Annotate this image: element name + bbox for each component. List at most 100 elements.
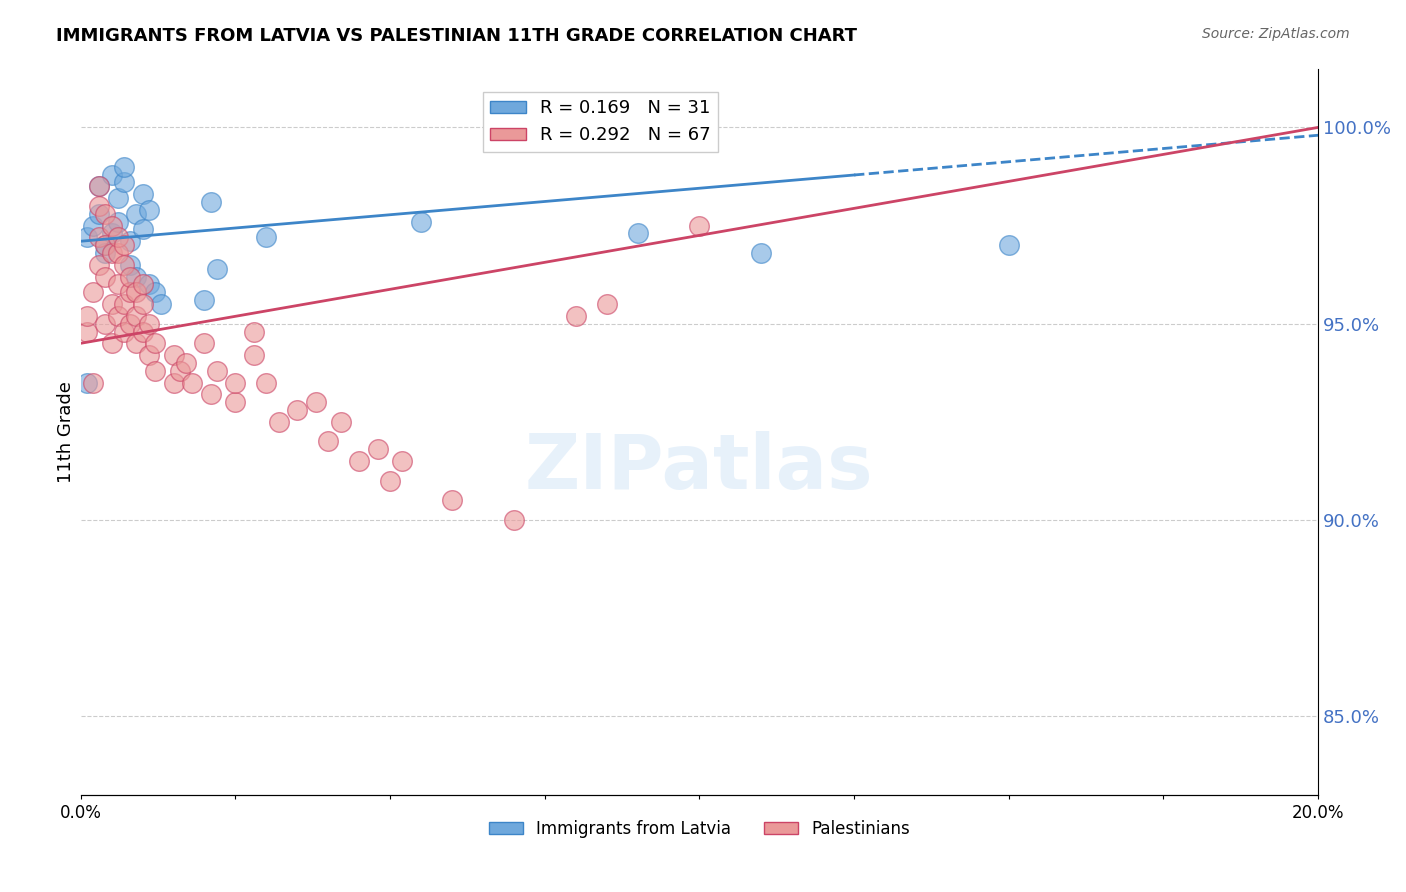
Point [89, 179, 111, 194]
Point [94, 238, 117, 252]
Point [76, 309, 98, 323]
Text: Source: ZipAtlas.com: Source: ZipAtlas.com [1202, 27, 1350, 41]
Point [347, 454, 370, 468]
Point [82, 376, 104, 390]
Point [305, 395, 328, 409]
Point [131, 325, 153, 339]
Point [112, 238, 135, 252]
Point [131, 297, 153, 311]
Point [143, 336, 166, 351]
Point [120, 317, 142, 331]
Point [367, 442, 389, 457]
Point [76, 230, 98, 244]
Point [224, 376, 246, 390]
Point [267, 415, 290, 429]
Point [125, 207, 148, 221]
Point [162, 348, 184, 362]
Point [76, 325, 98, 339]
Point [138, 317, 160, 331]
Point [112, 258, 135, 272]
Point [174, 356, 197, 370]
Point [89, 179, 111, 194]
Point [131, 222, 153, 236]
Point [100, 297, 122, 311]
Y-axis label: 11th Grade: 11th Grade [58, 381, 75, 483]
Point [112, 297, 135, 311]
Point [873, 807, 896, 822]
Point [125, 336, 148, 351]
Point [243, 325, 266, 339]
Point [131, 277, 153, 292]
Point [409, 214, 432, 228]
Point [100, 168, 122, 182]
Point [138, 348, 160, 362]
Point [94, 269, 117, 284]
Point [595, 297, 617, 311]
Point [125, 269, 148, 284]
Point [112, 175, 135, 189]
Point [94, 238, 117, 252]
Point [112, 160, 135, 174]
Point [100, 227, 122, 241]
Point [138, 277, 160, 292]
Point [107, 230, 129, 244]
Point [688, 219, 710, 233]
Point [205, 364, 228, 378]
Text: IMMIGRANTS FROM LATVIA VS PALESTINIAN 11TH GRADE CORRELATION CHART: IMMIGRANTS FROM LATVIA VS PALESTINIAN 11… [56, 27, 858, 45]
Legend: Immigrants from Latvia, Palestinians: Immigrants from Latvia, Palestinians [482, 814, 917, 845]
Point [107, 277, 129, 292]
Point [107, 246, 129, 260]
Text: ZIPatlas: ZIPatlas [524, 431, 873, 505]
Point [997, 238, 1019, 252]
Point [440, 493, 463, 508]
Point [138, 202, 160, 217]
Point [131, 187, 153, 202]
Point [94, 246, 117, 260]
Point [169, 364, 191, 378]
Point [82, 219, 104, 233]
Point [502, 513, 524, 527]
Point [89, 207, 111, 221]
Point [285, 403, 308, 417]
Point [200, 194, 222, 209]
Point [143, 285, 166, 300]
Point [378, 474, 401, 488]
Point [564, 309, 586, 323]
Point [391, 454, 413, 468]
Point [120, 234, 142, 248]
Point [100, 219, 122, 233]
Point [150, 297, 173, 311]
Point [626, 227, 648, 241]
Point [224, 395, 246, 409]
Point [89, 258, 111, 272]
Point [107, 191, 129, 205]
Point [120, 269, 142, 284]
Point [107, 309, 129, 323]
Point [143, 364, 166, 378]
Point [82, 285, 104, 300]
Point [181, 376, 204, 390]
Point [329, 415, 352, 429]
Point [749, 246, 772, 260]
Point [100, 246, 122, 260]
Point [89, 199, 111, 213]
Point [316, 434, 339, 449]
Point [125, 309, 148, 323]
Point [243, 348, 266, 362]
Point [94, 207, 117, 221]
Point [162, 376, 184, 390]
Point [193, 293, 215, 307]
Point [200, 387, 222, 401]
Point [89, 230, 111, 244]
Point [120, 258, 142, 272]
Point [193, 336, 215, 351]
Point [205, 261, 228, 276]
Point [94, 317, 117, 331]
Point [254, 230, 277, 244]
Point [76, 376, 98, 390]
Point [120, 285, 142, 300]
Point [107, 214, 129, 228]
Point [100, 336, 122, 351]
Point [254, 376, 277, 390]
Point [112, 325, 135, 339]
